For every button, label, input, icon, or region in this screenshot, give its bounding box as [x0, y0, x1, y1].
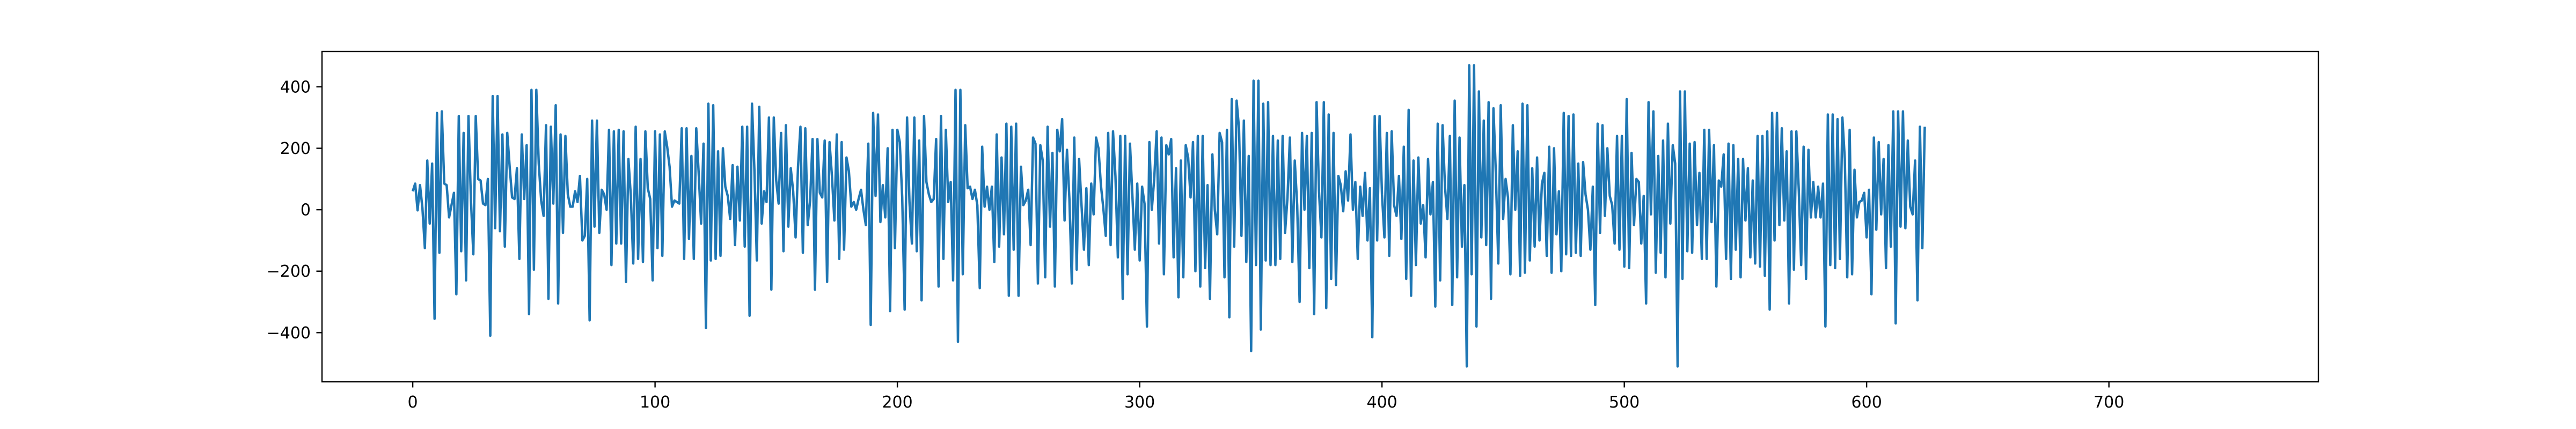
y-tick-label: 0: [301, 201, 311, 220]
x-tick-label: 700: [2094, 393, 2124, 412]
y-tick-label: −400: [267, 324, 311, 343]
x-axis: 0 100 200 300 400 500 600 700: [408, 382, 2124, 412]
x-tick-label: 0: [408, 393, 418, 412]
x-tick-label: 100: [640, 393, 670, 412]
axes-frame: [321, 50, 2319, 383]
y-tick-label: −200: [267, 262, 311, 281]
x-tick-label: 200: [882, 393, 912, 412]
plot-area: [411, 64, 1926, 368]
x-tick-label: 400: [1367, 393, 1397, 412]
series-line-0: [411, 64, 1926, 368]
x-tick-label: 600: [1851, 393, 1882, 412]
y-axis: −400 −200 0 200 400: [267, 78, 322, 343]
y-tick-label: 400: [280, 78, 311, 97]
y-tick-label: 200: [280, 139, 311, 158]
x-tick-label: 300: [1124, 393, 1155, 412]
x-tick-label: 500: [1609, 393, 1640, 412]
